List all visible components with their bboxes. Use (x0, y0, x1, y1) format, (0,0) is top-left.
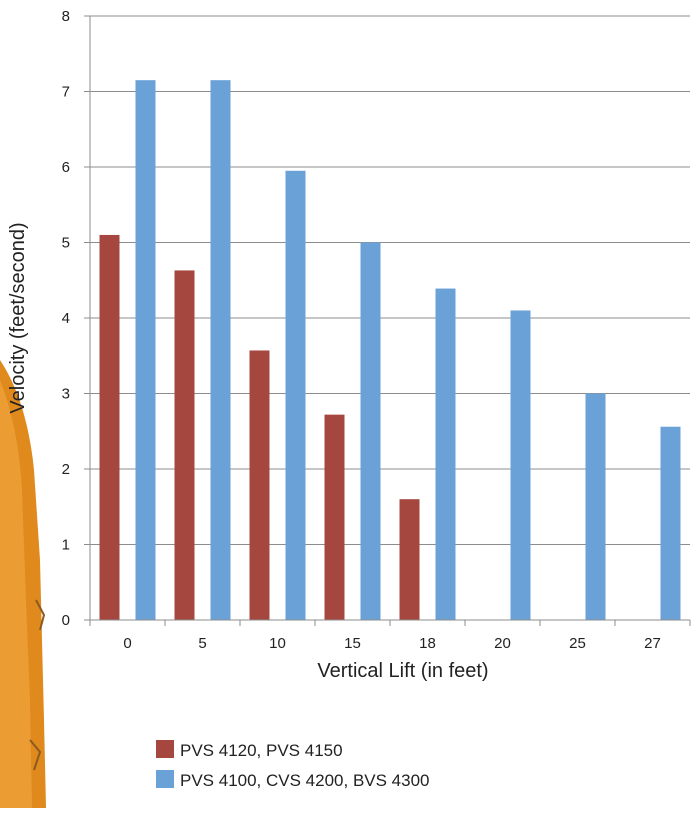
x-tick-label: 10 (269, 635, 286, 652)
x-tick-label: 27 (644, 635, 661, 652)
y-tick-label: 5 (62, 235, 70, 252)
legend-swatch (156, 770, 174, 788)
legend-swatch (156, 740, 174, 758)
y-tick-label: 2 (62, 461, 70, 478)
bar-series-1-18 (399, 499, 420, 620)
legend-label: PVS 4100, CVS 4200, BVS 4300 (180, 771, 430, 790)
x-tick-label: 20 (494, 635, 511, 652)
x-tick-label: 15 (344, 635, 361, 652)
legend: PVS 4120, PVS 4150 PVS 4100, CVS 4200, BV… (156, 740, 430, 790)
x-tick-label: 5 (198, 635, 206, 652)
y-tick-label: 8 (62, 8, 70, 25)
background-illustration (0, 360, 46, 808)
x-tick-label: 25 (569, 635, 586, 652)
x-axis: 0 5 10 15 18 20 25 27 (89, 619, 691, 652)
y-tick-label: 7 (62, 84, 70, 101)
bar-series-2-5 (210, 80, 231, 621)
bar-series-2-10 (285, 170, 306, 620)
x-axis-title: Vertical Lift (in feet) (317, 660, 488, 682)
y-tick-label: 3 (62, 386, 70, 403)
bar-series-2-27 (660, 426, 681, 620)
y-axis: 0 1 2 3 4 5 6 7 8 (62, 8, 91, 629)
x-tick-label: 0 (123, 635, 131, 652)
bar-series-1-5 (174, 270, 195, 620)
bars (99, 80, 681, 621)
y-axis-title: Velocity (feet/second) (7, 222, 29, 413)
y-tick-label: 1 (62, 537, 70, 554)
bar-series-2-20 (510, 310, 531, 620)
y-tick-label: 4 (62, 310, 70, 327)
bar-series-1-10 (249, 350, 270, 620)
legend-label: PVS 4120, PVS 4150 (180, 741, 343, 760)
x-tick-label: 18 (419, 635, 436, 652)
bar-series-1-15 (324, 414, 345, 620)
bar-series-2-15 (360, 242, 381, 620)
y-tick-label: 6 (62, 159, 70, 176)
y-tick-label: 0 (62, 612, 70, 629)
bar-series-2-25 (585, 393, 606, 620)
bar-series-2-18 (435, 288, 456, 620)
bar-series-1-0 (99, 234, 120, 620)
bar-series-2-0 (135, 80, 156, 621)
